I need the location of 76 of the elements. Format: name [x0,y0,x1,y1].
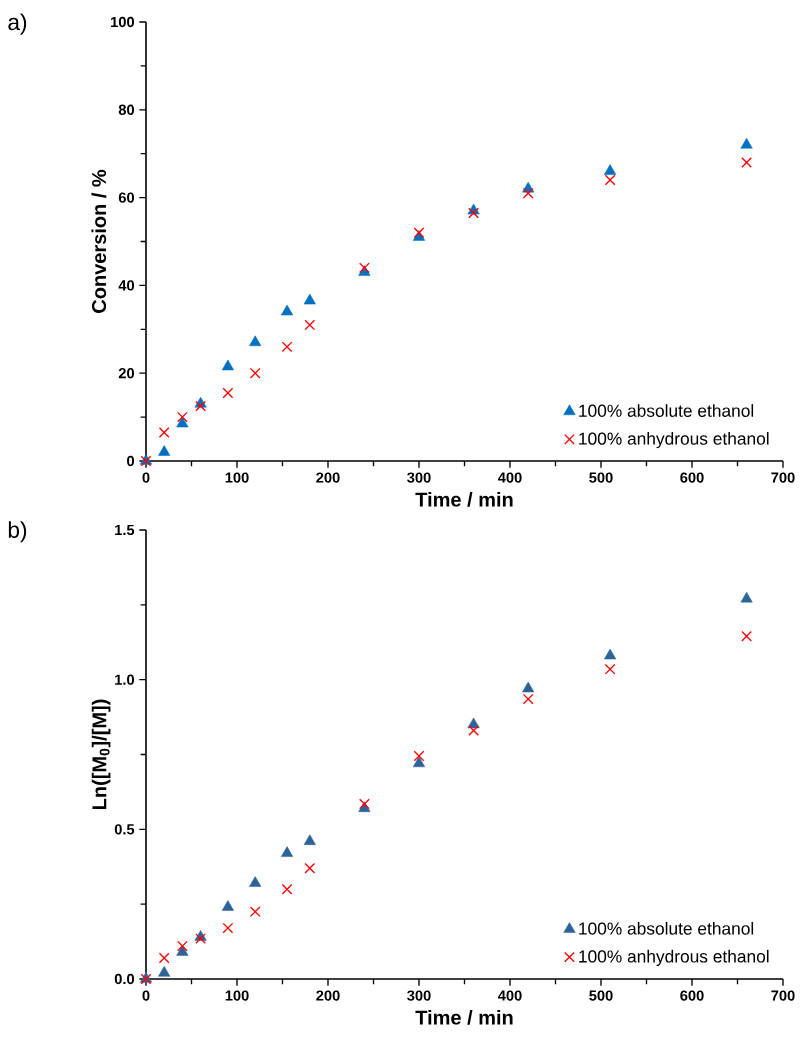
point [741,630,752,642]
y-tick-label: 0 [127,455,135,467]
x-axis-title: Time / min [415,1009,513,1025]
text: a) [8,13,27,35]
point [281,341,293,353]
x-tick-label: 500 [589,990,613,1001]
point [303,834,316,845]
point [412,756,426,768]
y-tick-label: 80 [118,104,135,115]
x-tick-label: 300 [407,990,431,1001]
point [158,966,171,977]
point [304,319,316,331]
x-tick-label: 200 [316,990,340,1001]
point [741,157,752,168]
y-tick-label: 1.5 [115,524,135,536]
x-tick-label: 700 [771,472,795,483]
x-tick-label: 100 [225,990,249,1001]
point [158,427,170,438]
point [249,335,262,347]
x-tick-label: 100 [225,472,249,483]
y-tick-label: 20 [118,368,135,379]
point [604,164,617,175]
point [221,359,234,371]
point [522,187,534,199]
y-tick-label: 1.0 [115,674,135,685]
point [522,681,535,693]
x-tick-label: 600 [680,990,704,1001]
point [604,663,616,675]
point [468,725,479,736]
point [176,416,189,428]
point [740,591,753,603]
point [177,940,188,952]
x-tick-label: 0 [142,990,150,1001]
point [740,137,753,149]
x-axis-title: Time / min [415,491,513,507]
x-tick-label: 500 [589,472,613,483]
point [222,387,234,399]
y-tick-label: 100 [111,16,135,28]
y-tick-label: 60 [118,192,135,203]
point [304,862,316,874]
y-tick-label: 0.0 [114,973,135,985]
point [176,945,189,956]
point [195,400,206,412]
point [522,693,534,705]
point [468,207,479,219]
x-tick-label: 400 [497,990,522,1001]
point [604,648,617,660]
point [177,411,188,423]
point [222,922,234,934]
legend-label: 100% absolute ethanol [579,404,754,417]
point [158,952,170,964]
y-axis-title: Ln([M$_{0}$]/[M]) [91,699,111,810]
point [221,900,234,911]
point [413,750,425,762]
x-tick-label: 600 [680,472,704,483]
point [249,367,261,379]
legend-label: 100% anhydrous ethanol [579,432,769,449]
point [281,304,294,316]
x-tick-label: 700 [771,990,795,1001]
y-tick-label: 0.5 [114,824,135,835]
y-tick-label: 40 [118,280,135,291]
point [249,876,262,887]
point [281,846,294,857]
point [303,293,316,305]
legend-label: 100% absolute ethanol [579,921,754,935]
x-tick-label: 400 [497,472,522,483]
point [249,906,261,918]
text: b) [8,521,27,543]
y-axis-title: Conversion / % [91,169,107,313]
point [281,883,293,895]
x-tick-label: 300 [407,472,431,483]
legend-label: 100% anhydrous ethanol [579,949,769,967]
point [604,174,616,186]
x-tick-label: 200 [316,472,340,483]
point [158,445,171,456]
x-tick-label: 0 [142,472,150,483]
